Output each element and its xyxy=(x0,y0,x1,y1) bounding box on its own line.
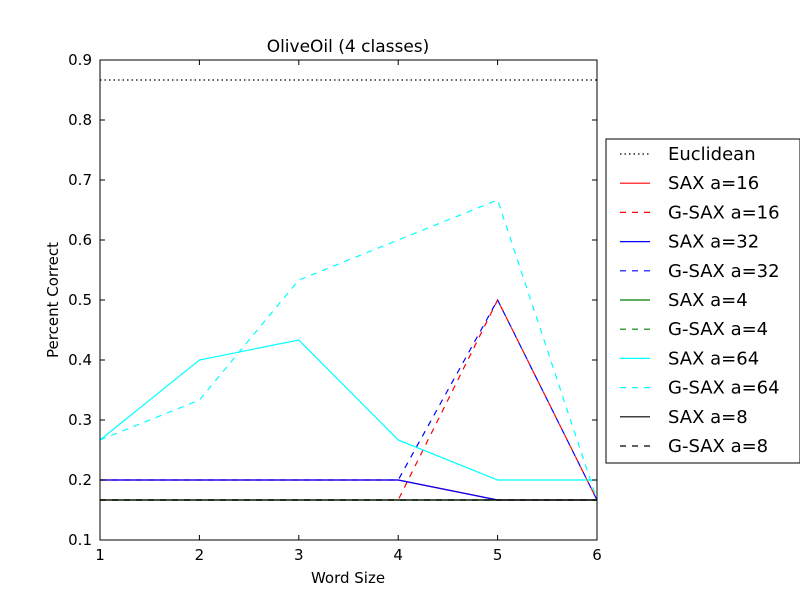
plot-lines xyxy=(99,79,598,501)
y-tick-label: 0.4 xyxy=(68,351,92,369)
x-tick-label: 6 xyxy=(592,546,602,564)
y-axis-label: Percent Correct xyxy=(44,242,62,358)
series-line-g-sax-a-16 xyxy=(100,298,598,501)
y-tick-label: 0.6 xyxy=(68,231,92,249)
y-tick-label: 0.1 xyxy=(68,531,92,549)
plot-frame xyxy=(99,59,598,541)
y-tick-label: 0.2 xyxy=(68,471,92,489)
y-tick-label: 0.9 xyxy=(68,51,92,69)
x-tick-label: 1 xyxy=(95,546,105,564)
legend-label-euclidean: Euclidean xyxy=(668,144,756,165)
legend-label-sax-a-32: SAX a=32 xyxy=(668,232,759,253)
legend-label-sax-a-64: SAX a=64 xyxy=(668,348,759,369)
legend-label-sax-a-16: SAX a=16 xyxy=(668,173,759,194)
x-tick-label: 2 xyxy=(195,546,205,564)
legend-label-g-sax-a-8: G-SAX a=8 xyxy=(668,436,768,457)
y-tick-label: 0.3 xyxy=(68,411,92,429)
legend-label-g-sax-a-16: G-SAX a=16 xyxy=(668,202,780,223)
legend-box xyxy=(605,138,800,464)
y-axis: 0.1 0.2 0.3 0.4 0.5 0.6 0.7 0.8 0.9 xyxy=(68,51,597,549)
series-line-sax-a-64 xyxy=(99,339,597,481)
y-tick-label: 0.8 xyxy=(68,111,92,129)
series-line-g-sax-a-64 xyxy=(99,199,598,501)
series-line-g-sax-a-32 xyxy=(100,298,598,501)
legend-label-g-sax-a-64: G-SAX a=64 xyxy=(668,378,780,399)
x-tick-label: 5 xyxy=(493,546,503,564)
y-tick-label: 0.7 xyxy=(68,171,92,189)
legend-label-sax-a-4: SAX a=4 xyxy=(668,290,748,311)
chart-title: OliveOil (4 classes) xyxy=(267,37,430,57)
x-tick-label: 4 xyxy=(393,546,403,564)
legend-label-g-sax-a-32: G-SAX a=32 xyxy=(668,261,780,282)
x-axis: 1 2 3 4 5 6 xyxy=(95,60,602,564)
x-axis-label: Word Size xyxy=(311,569,385,587)
legend: Euclidean SAX a=16 G-SAX a=16 SAX a=32 G-SAX… xyxy=(605,138,800,464)
legend-label-g-sax-a-4: G-SAX a=4 xyxy=(668,319,768,340)
y-tick-label: 0.5 xyxy=(68,291,92,309)
legend-label-sax-a-8: SAX a=8 xyxy=(668,407,748,428)
x-tick-label: 3 xyxy=(294,546,304,564)
series-line-sax-a-16 xyxy=(100,479,597,501)
series-line-sax-a-32 xyxy=(100,479,597,501)
